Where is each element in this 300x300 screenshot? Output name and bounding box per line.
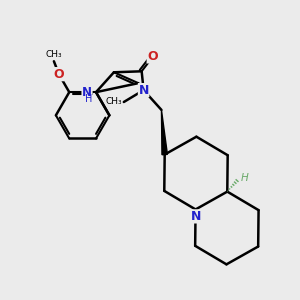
Text: CH₃: CH₃ <box>46 50 62 59</box>
Text: N: N <box>190 210 201 223</box>
Text: N: N <box>82 86 92 99</box>
Text: N: N <box>138 84 149 97</box>
Polygon shape <box>161 110 167 155</box>
Text: O: O <box>147 50 158 63</box>
Text: H: H <box>85 94 92 104</box>
Text: H: H <box>240 173 248 183</box>
Text: O: O <box>53 68 64 81</box>
Text: CH₃: CH₃ <box>105 97 122 106</box>
